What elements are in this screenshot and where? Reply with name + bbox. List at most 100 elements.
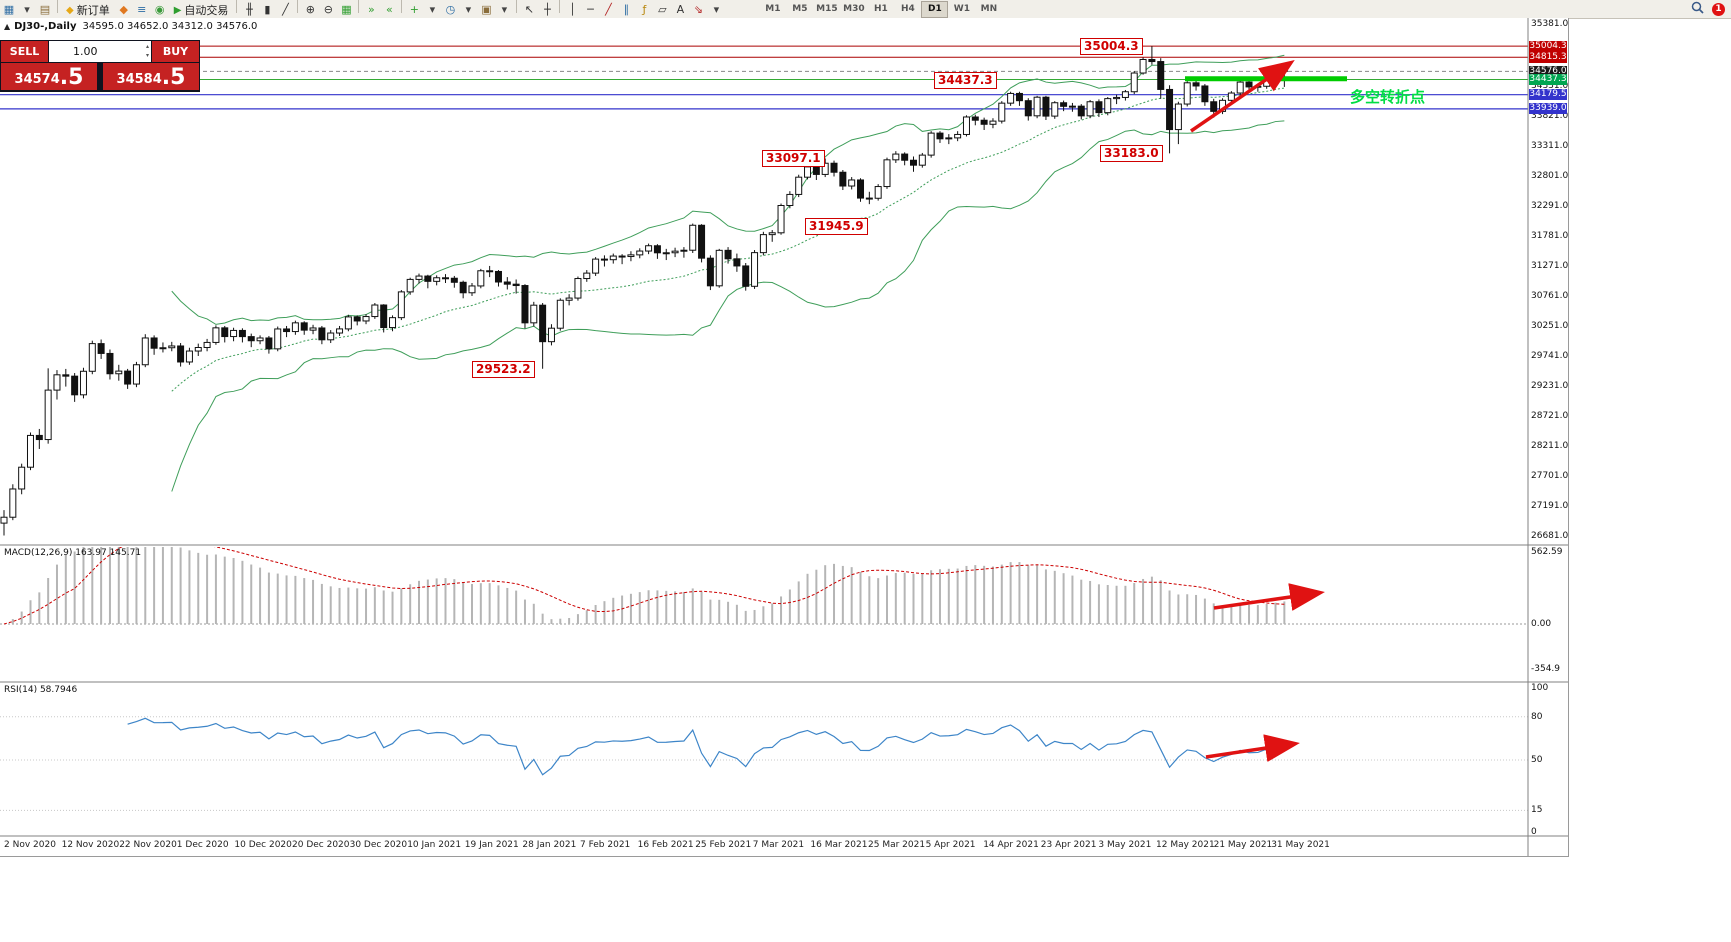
timeframe-m15[interactable]: M15 <box>816 3 838 14</box>
volume-spinner[interactable]: ▴ ▾ <box>146 42 149 60</box>
search-icon[interactable] <box>1688 1 1706 17</box>
toolbar-right: 1 <box>1688 1 1725 17</box>
one-click-trading-widget: SELL 1.00 ▴ ▾ BUY 34574.5 34584.5 <box>0 40 200 92</box>
rsi-label: RSI(14) 58.7946 <box>4 685 78 695</box>
tile-windows-icon[interactable]: ▦ <box>341 2 352 16</box>
trend-arrow[interactable] <box>1213 583 1325 611</box>
sell-button[interactable]: SELL <box>1 41 48 62</box>
price-label-callout[interactable]: 33097.1 <box>762 150 825 168</box>
symbol-name: DJ30-,Daily <box>14 21 77 32</box>
trend-arrow[interactable] <box>1205 734 1300 762</box>
chart-canvas[interactable] <box>0 18 1568 856</box>
arrows-icon[interactable]: ⇘ <box>693 2 704 16</box>
trendline-icon[interactable]: ╱ <box>605 2 612 16</box>
chart-shift-icon[interactable]: « <box>386 2 393 16</box>
volume-up-icon[interactable]: ▴ <box>145 43 149 50</box>
price-label-callout[interactable]: 33183.0 <box>1100 145 1163 163</box>
bollinger-upper-band <box>171 54 1285 325</box>
toolbar-separator <box>559 0 561 13</box>
periods-dropdown-icon[interactable]: ▾ <box>465 2 472 16</box>
auto-trading-button[interactable]: ▶ 自动交易 <box>169 2 234 18</box>
toolbar-separator <box>297 0 299 13</box>
line-chart-icon[interactable]: ╱ <box>282 2 289 16</box>
timeframe-w1[interactable]: W1 <box>953 3 970 14</box>
sell-price[interactable]: 34574.5 <box>1 63 97 90</box>
text-icon[interactable]: A <box>676 2 685 16</box>
strategy-tester-icon[interactable]: ◉ <box>154 2 165 16</box>
zoom-out-icon[interactable]: ⊖ <box>323 2 334 16</box>
rsi-panel <box>0 716 1528 811</box>
sell-price-main: 34574 <box>14 72 60 87</box>
cursor-icon[interactable]: ↖ <box>524 2 535 16</box>
auto-scroll-icon[interactable]: » <box>368 2 375 16</box>
candlestick-chart-icon[interactable]: ▮ <box>264 2 271 16</box>
toolbar: ▦ ▾ ▤ ◆ 新订单 ◆ ≡ ◉ ▶ 自动交易 ╫ ▮ ╱ ⊕ ⊖ ▦» «+ ▾ ◷ ▾ ▣ ▾ ↖ ┼ │ ─ ╱ ∥ ƒ ▱ A ⇘ ▾… <box>0 0 1731 19</box>
volume-down-icon[interactable]: ▾ <box>145 52 149 59</box>
timeframe-m5[interactable]: M5 <box>792 3 808 14</box>
volume-input[interactable]: 1.00 ▴ ▾ <box>49 41 151 62</box>
indicators-icon[interactable]: + <box>409 2 420 16</box>
collapse-triangle-icon[interactable]: ▲ <box>4 22 11 31</box>
sell-price-pip: .5 <box>59 65 84 90</box>
buy-button[interactable]: BUY <box>152 41 199 62</box>
templates-dropdown-icon[interactable]: ▾ <box>501 2 508 16</box>
new-chart-icon[interactable]: ▦ <box>3 2 15 16</box>
timeframe-m1[interactable]: M1 <box>765 3 781 14</box>
bollinger-middle-band <box>171 87 1285 392</box>
chart-window: 35381.0 34331.0 33821.0 33311.0 32801.0 32291… <box>0 18 1569 857</box>
toolbar-separator <box>401 0 403 13</box>
indicators-dropdown-icon[interactable]: ▾ <box>429 2 436 16</box>
macd-label: MACD(12,26,9) 163.97 145.71 <box>4 548 142 558</box>
notification-badge[interactable]: 1 <box>1712 2 1725 16</box>
channel-icon[interactable]: ∥ <box>623 2 630 16</box>
zoom-in-icon[interactable]: ⊕ <box>305 2 316 16</box>
timeframe-d1[interactable]: D1 <box>921 0 949 18</box>
new-order-button-icon: ◆ <box>66 4 74 16</box>
ohlc-values: 34595.0 34652.0 34312.0 34576.0 <box>82 21 258 32</box>
bollinger-lower-band <box>171 120 1285 492</box>
profiles-icon[interactable]: ▤ <box>39 2 51 16</box>
price-label-callout[interactable]: 35004.3 <box>1080 38 1143 56</box>
timeframe-h4[interactable]: H4 <box>901 3 915 14</box>
objects-dropdown-icon[interactable]: ▾ <box>713 2 720 16</box>
auto-trading-button-icon: ▶ <box>173 4 182 16</box>
depth-of-market-icon[interactable]: ≡ <box>137 2 147 16</box>
buy-price[interactable]: 34584.5 <box>103 63 199 90</box>
shapes-icon[interactable]: ▱ <box>658 2 667 16</box>
bar-chart-icon[interactable]: ╫ <box>246 2 253 16</box>
trend-arrow[interactable] <box>1190 60 1295 133</box>
buy-price-pip: .5 <box>161 65 186 90</box>
timeframe-mn[interactable]: MN <box>980 3 998 14</box>
vertical-line-icon[interactable]: │ <box>569 2 576 16</box>
main-price-panel <box>0 45 1528 536</box>
toolbar-icons: ▦ ▾ ▤ ◆ 新订单 ◆ ≡ ◉ ▶ 自动交易 ╫ ▮ ╱ ⊕ ⊖ ▦» «+ ▾ ◷ ▾ ▣ ▾ ↖ ┼ │ ─ ╱ ∥ ƒ ▱ A ⇘ ▾ <box>0 0 725 18</box>
timeframe-h1[interactable]: H1 <box>874 3 888 14</box>
volume-value: 1.00 <box>73 45 98 58</box>
auto-trading-button-label: 自动交易 <box>184 4 229 18</box>
macd-panel <box>0 547 1528 625</box>
timeframe-toolbar: M1 M5 M15 M30 H1 H4 D1 W1 MN <box>759 0 1002 18</box>
price-label-callout[interactable]: 34437.3 <box>934 71 997 89</box>
chart-symbol-header: ▲ DJ30-,Daily 34595.0 34652.0 34312.0 3457… <box>4 21 257 32</box>
toolbar-separator <box>57 0 58 13</box>
horizontal-line-icon[interactable]: ─ <box>587 2 594 16</box>
fibonacci-icon[interactable]: ƒ <box>642 2 647 16</box>
periods-icon[interactable]: ◷ <box>445 2 456 16</box>
symbols-icon[interactable]: ◆ <box>119 2 128 16</box>
bull-bear-turning-point-note[interactable]: 多空转折点 <box>1350 88 1426 106</box>
new-chart-dropdown-icon[interactable]: ▾ <box>24 2 30 16</box>
templates-icon[interactable]: ▣ <box>481 2 492 16</box>
toolbar-separator <box>358 0 360 13</box>
toolbar-separator <box>236 0 238 13</box>
price-label-callout[interactable]: 29523.2 <box>472 360 535 378</box>
toolbar-separator <box>516 0 518 13</box>
price-label-callout[interactable]: 31945.9 <box>805 218 868 236</box>
buy-price-main: 34584 <box>116 72 162 87</box>
new-order-button-label: 新订单 <box>76 4 110 18</box>
timeframe-m30[interactable]: M30 <box>843 3 865 14</box>
crosshair-icon[interactable]: ┼ <box>544 2 551 16</box>
new-order-button[interactable]: ◆ 新订单 <box>61 2 115 18</box>
macd-signal-line <box>3 547 1285 625</box>
rsi-line <box>127 717 1285 776</box>
